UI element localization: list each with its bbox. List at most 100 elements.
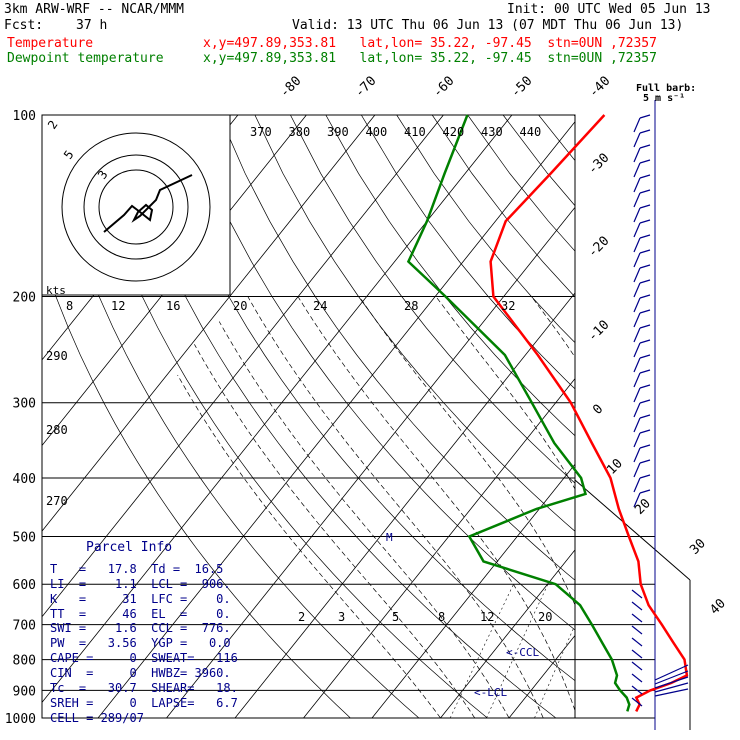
dry-adiabat	[325, 115, 575, 437]
mixing-ratio-label: 32	[501, 299, 515, 313]
dry-adiabat	[112, 115, 557, 718]
theta-label: 410	[404, 125, 426, 139]
wind-barb	[633, 297, 641, 313]
init-time: Init: 00 UTC Wed 05 Jun 13	[507, 2, 711, 17]
wind-barb	[633, 492, 641, 508]
model-title: 3km ARW-WRF -- NCAR/MMM	[4, 2, 185, 17]
dry-adiabat	[290, 115, 575, 484]
isotherm	[42, 115, 376, 532]
grid-lines	[41, 100, 740, 730]
wind-barb	[654, 670, 689, 685]
dry-adiabat	[360, 115, 575, 390]
isotherm-label: 30	[687, 536, 709, 558]
wind-barb	[631, 601, 643, 611]
isotherm	[371, 463, 575, 718]
dry-adiabat	[645, 115, 740, 718]
wind-barb-flag	[639, 174, 651, 179]
isotherm-label: -10	[585, 318, 612, 345]
wind-barb	[633, 402, 641, 418]
temperature-legend: Temperature	[7, 36, 94, 51]
full-barb-value: 5 m s⁻¹	[643, 93, 686, 104]
isotherm	[42, 115, 513, 704]
theta-label: 430	[481, 125, 503, 139]
wind-barb-flag	[639, 144, 651, 149]
wind-barb-flag	[639, 459, 651, 464]
mixing-ratio-label: 8	[438, 610, 445, 624]
dry-adiabat	[77, 115, 488, 718]
parcel-row: CIN = 0 HWBZ= 3960.	[50, 666, 231, 680]
pressure-label: 200	[13, 291, 36, 306]
dry-adiabat	[431, 115, 575, 298]
hodograph-ring	[61, 132, 211, 282]
isotherm	[440, 549, 575, 718]
mixing-ratio-label: 24	[313, 299, 327, 313]
hodograph-ring	[83, 154, 189, 260]
parcel-row: CAPE = 0 SWEAT= 116	[50, 651, 238, 665]
mixing-ratio-label: 20	[233, 299, 247, 313]
wind-barb-flag	[639, 234, 651, 239]
wind-barb	[633, 267, 641, 283]
full-barb-label: Full barb:	[636, 83, 697, 94]
isotherm-label: 40	[707, 596, 729, 618]
wind-barb-flag	[639, 129, 651, 134]
theta-label: 270	[46, 494, 68, 508]
wind-barb-flag	[639, 204, 651, 209]
pressure-label: 500	[13, 530, 36, 545]
wind-barb	[654, 688, 689, 697]
wind-barb	[633, 462, 641, 478]
parcel-row: PW = 3.56 YGP = 0.0	[50, 636, 231, 650]
isotherm	[166, 206, 575, 718]
mixing-ratio-line	[581, 584, 637, 718]
isotherm-label: -80	[277, 74, 304, 101]
dewpoint-series-line	[406, 114, 631, 712]
moist-adiabat	[177, 374, 441, 718]
temperature-series-line	[489, 114, 689, 712]
wind-barb	[631, 661, 643, 671]
wind-barb	[633, 237, 641, 253]
wind-barbs	[631, 114, 689, 707]
wind-barb-flag	[639, 114, 651, 119]
mixing-ratio-label: 12	[111, 299, 125, 313]
wind-barb-flag	[639, 399, 651, 404]
pressure-label: 100	[13, 109, 36, 124]
pressure-label: 1000	[5, 712, 36, 727]
dewpoint-legend: Dewpoint temperature	[7, 51, 164, 66]
wind-barb-flag	[639, 369, 651, 374]
temperature-location: x,y=497.89,353.81 lat,lon= 35.22, -97.45…	[203, 36, 657, 51]
ccl-marker: <-CCL	[506, 646, 539, 659]
isotherm	[303, 377, 575, 718]
wind-barb	[633, 207, 641, 223]
wind-barb-flag	[639, 384, 651, 389]
mixing-ratio-line	[486, 584, 549, 718]
isotherm	[508, 634, 575, 718]
theta-label: 420	[443, 125, 465, 139]
isotherm	[646, 115, 740, 718]
parcel-row: SREH = 0 LAPSE= 6.7	[50, 696, 238, 710]
wind-barb-flag	[639, 219, 651, 224]
wind-barb-flag	[639, 189, 651, 194]
wind-barb-flag	[639, 264, 651, 269]
wind-barb	[631, 649, 643, 659]
wind-barb	[633, 117, 641, 133]
m-marker: M	[386, 531, 393, 544]
wind-barb-flag	[639, 324, 651, 329]
theta-label: 400	[366, 125, 388, 139]
pressure-label: 700	[13, 619, 36, 634]
frame-edge	[574, 479, 691, 581]
dry-adiabat	[254, 115, 575, 532]
mixing-ratio-label: 28	[404, 299, 418, 313]
wind-barb	[633, 387, 641, 403]
wind-barb	[631, 673, 643, 683]
wind-barb-flag	[639, 249, 651, 254]
dry-adiabat	[42, 256, 351, 718]
wind-barb	[631, 589, 643, 599]
hodograph-trace	[103, 174, 193, 233]
wind-barb-flag	[639, 279, 651, 284]
wind-barb-flag	[639, 429, 651, 434]
wind-barb	[631, 697, 643, 707]
parcel-row: CELL = 289/07	[50, 711, 144, 725]
wind-barb	[633, 147, 641, 163]
parcel-row: Tc = 30.7 SHEAR= 18.	[50, 681, 238, 695]
